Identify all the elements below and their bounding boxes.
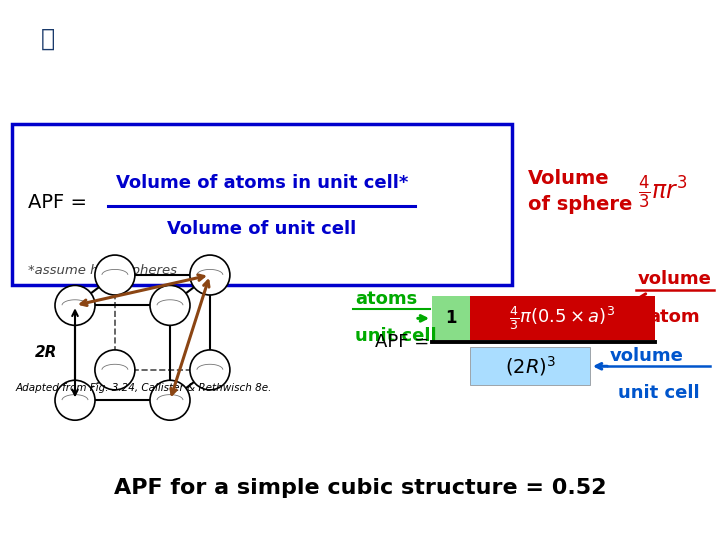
Text: APF =: APF = bbox=[375, 333, 429, 352]
Text: 2R: 2R bbox=[35, 345, 57, 360]
Text: $(2R)^{3}$: $(2R)^{3}$ bbox=[505, 354, 555, 378]
Text: volume: volume bbox=[610, 347, 684, 365]
Text: $\frac{4}{3}\pi r^{3}$: $\frac{4}{3}\pi r^{3}$ bbox=[638, 174, 688, 211]
Text: University of: University of bbox=[27, 84, 68, 89]
Text: $\frac{4}{3}\pi(0.5\times a)^{3}$: $\frac{4}{3}\pi(0.5\times a)^{3}$ bbox=[509, 305, 615, 332]
Text: *assume hard spheres: *assume hard spheres bbox=[28, 264, 177, 277]
Text: Adapted from Fig. 3.24, Callister & Rethwisch 8e.: Adapted from Fig. 3.24, Callister & Reth… bbox=[16, 383, 272, 393]
Circle shape bbox=[95, 255, 135, 295]
Text: Volume of unit cell: Volume of unit cell bbox=[167, 219, 356, 238]
Circle shape bbox=[150, 380, 190, 420]
Circle shape bbox=[190, 350, 230, 390]
Bar bbox=[6, 6, 89, 104]
Text: volume: volume bbox=[638, 271, 712, 288]
Circle shape bbox=[150, 286, 190, 325]
Text: Atomic Packing Factor (APF): Atomic Packing Factor (APF) bbox=[159, 43, 647, 72]
Text: APF =: APF = bbox=[28, 193, 87, 212]
Text: atoms: atoms bbox=[355, 291, 418, 308]
Text: APF for a simple cubic structure = 0.52: APF for a simple cubic structure = 0.52 bbox=[114, 478, 606, 498]
Bar bbox=[470, 296, 655, 340]
Text: ⓐ: ⓐ bbox=[40, 27, 55, 51]
Circle shape bbox=[55, 380, 95, 420]
Text: Volume: Volume bbox=[528, 169, 610, 188]
Text: unit cell: unit cell bbox=[355, 327, 436, 346]
Text: of sphere: of sphere bbox=[528, 195, 632, 214]
Circle shape bbox=[190, 255, 230, 295]
Text: atom: atom bbox=[648, 308, 700, 326]
Text: ENR116 – Mod. 1- Slide No. 13: ENR116 – Mod. 1- Slide No. 13 bbox=[560, 8, 713, 17]
Text: unit cell: unit cell bbox=[618, 384, 700, 402]
Circle shape bbox=[95, 350, 135, 390]
Bar bbox=[12, 124, 512, 286]
Text: 1: 1 bbox=[445, 309, 456, 327]
Text: Volume of atoms in unit cell*: Volume of atoms in unit cell* bbox=[116, 173, 408, 192]
Text: South Australia: South Australia bbox=[24, 97, 71, 102]
Circle shape bbox=[55, 286, 95, 325]
Bar bbox=[470, 347, 590, 385]
Bar bbox=[432, 296, 470, 340]
